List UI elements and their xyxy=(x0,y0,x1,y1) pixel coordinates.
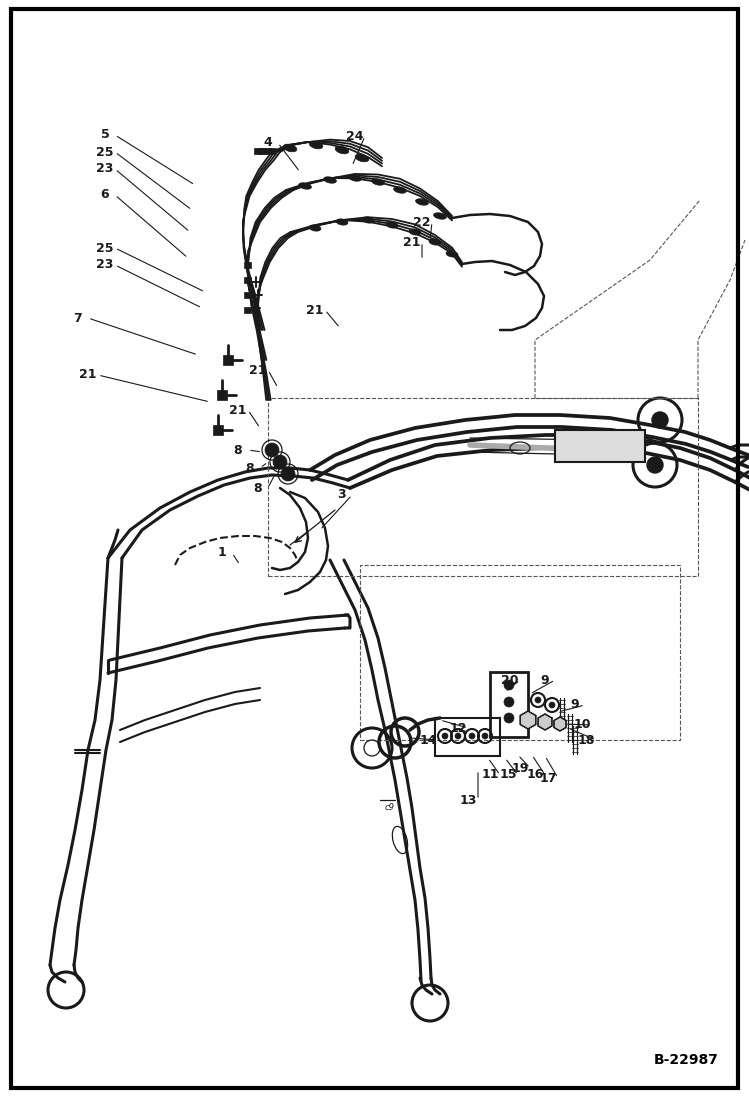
Circle shape xyxy=(265,443,279,457)
Bar xyxy=(213,425,223,436)
Text: 8: 8 xyxy=(254,482,262,495)
Ellipse shape xyxy=(283,144,297,151)
Polygon shape xyxy=(538,714,552,730)
Circle shape xyxy=(647,457,663,473)
Text: 25: 25 xyxy=(97,241,114,255)
Text: 19: 19 xyxy=(512,761,529,774)
Bar xyxy=(244,307,251,313)
Text: 21: 21 xyxy=(403,236,421,249)
Text: 20: 20 xyxy=(501,674,519,687)
Circle shape xyxy=(455,733,461,739)
Text: 23: 23 xyxy=(97,162,114,176)
Circle shape xyxy=(469,733,475,739)
Bar xyxy=(360,565,680,740)
Bar xyxy=(263,148,271,154)
Circle shape xyxy=(549,702,555,708)
Bar xyxy=(254,148,262,154)
Text: 10: 10 xyxy=(573,719,591,732)
Ellipse shape xyxy=(355,155,369,162)
Ellipse shape xyxy=(362,217,374,223)
Circle shape xyxy=(504,713,514,723)
Bar xyxy=(268,148,276,154)
Ellipse shape xyxy=(309,142,323,149)
Ellipse shape xyxy=(386,222,398,228)
Ellipse shape xyxy=(309,225,321,231)
Text: 8: 8 xyxy=(234,443,243,456)
Text: 24: 24 xyxy=(346,129,364,143)
Text: 4: 4 xyxy=(264,136,273,149)
Text: 3: 3 xyxy=(338,488,346,501)
Bar xyxy=(244,262,251,268)
Text: 25: 25 xyxy=(97,146,114,158)
Text: 8: 8 xyxy=(246,462,255,475)
Text: 11: 11 xyxy=(482,769,499,781)
Text: 13: 13 xyxy=(459,793,476,806)
Text: B-22987: B-22987 xyxy=(654,1053,719,1067)
Ellipse shape xyxy=(299,183,312,189)
Text: c9: c9 xyxy=(385,803,395,813)
Text: 23: 23 xyxy=(97,259,114,271)
Ellipse shape xyxy=(324,177,336,183)
Ellipse shape xyxy=(429,239,441,245)
Text: 21: 21 xyxy=(229,404,246,417)
Bar xyxy=(217,391,227,400)
Text: 14: 14 xyxy=(419,734,437,746)
Ellipse shape xyxy=(336,219,348,225)
Text: 6: 6 xyxy=(100,189,109,202)
Ellipse shape xyxy=(434,213,446,219)
Text: 1: 1 xyxy=(218,546,226,559)
Ellipse shape xyxy=(348,174,361,181)
Bar xyxy=(244,278,251,283)
Ellipse shape xyxy=(446,251,458,257)
Text: 22: 22 xyxy=(413,215,431,228)
Circle shape xyxy=(281,467,295,480)
Bar xyxy=(244,292,251,298)
Circle shape xyxy=(535,697,541,703)
Bar xyxy=(258,148,266,154)
Circle shape xyxy=(482,733,488,739)
Polygon shape xyxy=(521,711,536,730)
Text: 5: 5 xyxy=(100,128,109,142)
Ellipse shape xyxy=(336,146,349,154)
Ellipse shape xyxy=(394,186,407,193)
Ellipse shape xyxy=(372,179,384,185)
Text: 18: 18 xyxy=(577,734,595,746)
Bar xyxy=(223,355,233,365)
Bar xyxy=(555,430,645,462)
Text: 17: 17 xyxy=(539,771,557,784)
Circle shape xyxy=(504,697,514,706)
Circle shape xyxy=(273,455,287,470)
Circle shape xyxy=(504,680,514,690)
Text: 15: 15 xyxy=(500,769,517,781)
Bar xyxy=(435,719,500,756)
Text: 16: 16 xyxy=(527,769,544,781)
Text: 21: 21 xyxy=(249,363,267,376)
Text: 21: 21 xyxy=(79,369,97,382)
Circle shape xyxy=(652,412,668,428)
Circle shape xyxy=(442,733,448,739)
Bar xyxy=(268,398,698,576)
Polygon shape xyxy=(554,717,566,731)
Text: 7: 7 xyxy=(73,312,82,325)
Ellipse shape xyxy=(416,199,428,205)
Text: 9: 9 xyxy=(571,699,579,712)
Text: 9: 9 xyxy=(541,674,549,687)
Text: 21: 21 xyxy=(306,304,324,317)
Text: 12: 12 xyxy=(449,722,467,735)
Bar xyxy=(490,672,528,737)
Ellipse shape xyxy=(409,229,421,235)
